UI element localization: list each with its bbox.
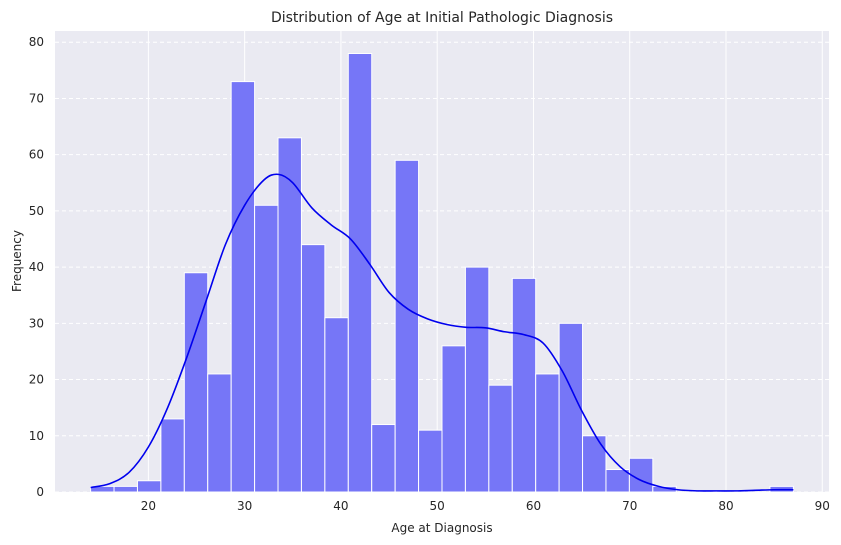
histogram-bar [605, 469, 630, 493]
y-tick-label: 30 [29, 316, 44, 330]
kde-curve [90, 173, 794, 492]
histogram-bar [511, 277, 537, 493]
x-axis-ticks: 20 30 40 50 60 70 80 90 [141, 499, 830, 513]
histogram-bar [582, 435, 607, 493]
histogram-bar [207, 373, 232, 493]
chart-title: Distribution of Age at Initial Pathologi… [271, 10, 613, 26]
histogram-bar [558, 322, 584, 493]
x-axis-label: Age at Diagnosis [391, 521, 492, 535]
x-tick-label: 40 [333, 499, 348, 513]
y-tick-label: 60 [29, 148, 44, 162]
histogram-bar [535, 373, 560, 493]
y-tick-label: 10 [29, 429, 44, 443]
x-tick-label: 60 [526, 499, 541, 513]
histogram-bar [394, 159, 420, 493]
histogram-bar [136, 480, 162, 493]
histogram-bar [418, 429, 443, 493]
x-tick-label: 70 [622, 499, 637, 513]
histogram-bar [277, 137, 302, 493]
y-tick-label: 70 [29, 91, 44, 105]
y-tick-label: 50 [29, 204, 44, 218]
histogram-bar [113, 485, 138, 493]
histogram-bar [347, 52, 373, 493]
histogram-bar [441, 345, 466, 493]
y-tick-label: 20 [29, 373, 44, 387]
x-tick-label: 50 [430, 499, 445, 513]
histogram-bar [464, 266, 490, 493]
histogram-bar [254, 204, 279, 493]
y-axis-ticks: 0 10 20 30 40 50 60 70 80 [29, 35, 44, 499]
x-tick-label: 30 [237, 499, 252, 513]
x-tick-label: 80 [718, 499, 733, 513]
y-axis-label: Frequency [10, 230, 24, 292]
histogram-bars [90, 52, 794, 493]
histogram-bar [628, 457, 654, 493]
histogram-bar [300, 244, 326, 493]
y-tick-label: 40 [29, 260, 44, 274]
x-tick-label: 20 [141, 499, 156, 513]
y-tick-label: 0 [36, 485, 44, 499]
histogram-bar [488, 384, 513, 493]
histogram-bar [371, 424, 396, 493]
histogram-bar [160, 418, 185, 493]
histogram-bar [324, 317, 349, 493]
x-tick-label: 90 [815, 499, 830, 513]
histogram-bar [230, 81, 256, 493]
y-tick-label: 80 [29, 35, 44, 49]
